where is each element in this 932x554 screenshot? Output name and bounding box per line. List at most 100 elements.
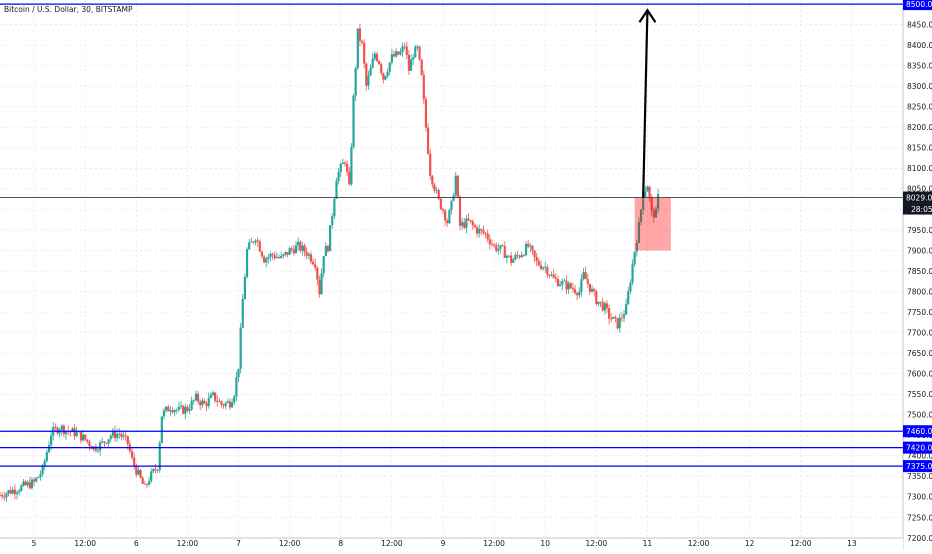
price-tick-label: 7750.00 [907, 308, 932, 317]
candle-body [77, 431, 80, 433]
candle-body [601, 301, 604, 311]
candle-body [465, 218, 468, 228]
candle-body [167, 406, 170, 412]
candle-body [54, 427, 57, 428]
candle-body [424, 99, 428, 128]
candle-body [437, 190, 440, 199]
candle-body [418, 46, 421, 60]
candle-body [473, 225, 477, 228]
candle-body [503, 245, 506, 258]
candle-body [45, 452, 48, 462]
candle-body [133, 457, 136, 466]
candle-body [292, 249, 296, 254]
candle-body [539, 265, 543, 269]
candle-body [39, 474, 42, 477]
candle-body [62, 425, 65, 435]
candle-body [433, 184, 436, 191]
candle-body [24, 481, 27, 486]
candle-body [467, 218, 470, 221]
candle-body [593, 288, 596, 292]
price-axis[interactable]: 7200.007250.007300.007350.007400.007450.… [902, 0, 932, 550]
level-price-tag [903, 460, 932, 473]
level-price-label: 7460.00 [906, 427, 932, 436]
candle-body [105, 442, 108, 444]
candle-body [324, 245, 327, 257]
candle-body [405, 46, 408, 56]
candle-body [435, 190, 438, 191]
price-tick-label: 8300.00 [907, 82, 932, 91]
candle-body [516, 255, 519, 256]
candle-body [124, 435, 127, 437]
candle-body [50, 435, 53, 446]
candle-body [282, 254, 285, 256]
candle-body [463, 222, 466, 228]
candle-body [599, 301, 602, 303]
price-tick-label: 8200.00 [907, 123, 932, 132]
candle-body [480, 228, 483, 231]
price-tick-label: 7600.00 [907, 370, 932, 379]
candle-body [631, 264, 634, 283]
candle-body [13, 489, 17, 494]
candle-body [576, 293, 579, 296]
candle-body [7, 490, 10, 494]
candle-body [518, 255, 521, 258]
candle-body [218, 401, 221, 403]
candle-body [377, 60, 381, 65]
time-tick-label: 12:00 [688, 539, 710, 548]
candle-body [629, 282, 632, 292]
price-tick-label: 8450.00 [907, 20, 932, 29]
candle-body [186, 406, 189, 411]
price-tick-label: 7700.00 [907, 328, 932, 337]
price-tick-label: 7800.00 [907, 287, 932, 296]
candle-body [137, 470, 140, 475]
time-tick-label: 13 [847, 539, 857, 548]
candle-body [307, 254, 310, 256]
candle-body [88, 441, 91, 447]
candle-body [265, 258, 268, 263]
time-tick-label: 12 [745, 539, 755, 548]
candle-body [373, 53, 376, 59]
candle-body [18, 491, 21, 493]
candle-body [37, 476, 40, 478]
candle-body [169, 410, 172, 412]
price-tick-label: 7850.00 [907, 267, 932, 276]
candle-body [192, 400, 195, 401]
time-tick-label: 8 [338, 539, 343, 548]
candle-body [578, 291, 581, 296]
time-tick-label: 10 [540, 539, 550, 548]
candle-body [26, 482, 29, 486]
candle-body [343, 162, 347, 164]
price-tick-label: 8100.00 [907, 164, 932, 173]
candle-body [135, 465, 138, 475]
candle-body [184, 406, 187, 414]
candle-body [556, 279, 560, 286]
candle-body [139, 470, 142, 478]
time-axis[interactable]: 5 12:00 6 12:00 7 12:00 8 12:00 9 12:00 10 12:00 11 1… [0, 537, 903, 550]
candle-body [356, 28, 359, 69]
time-tick-label: 12:00 [74, 539, 96, 548]
candle-body [235, 377, 238, 397]
candle-body [380, 64, 383, 74]
candle-body [616, 318, 619, 329]
candle-body [590, 288, 594, 292]
candle-body [439, 198, 442, 210]
candle-body [452, 195, 455, 201]
candle-body [271, 253, 274, 255]
candle-body [201, 400, 204, 406]
candle-body [384, 76, 387, 80]
candle-body [329, 225, 332, 252]
candle-body [60, 425, 63, 430]
candle-body [301, 245, 304, 251]
candle-body [475, 227, 479, 234]
price-tick-label: 7400.00 [907, 452, 932, 461]
current-price-tag [903, 191, 932, 204]
candle-body [194, 393, 198, 401]
time-tick-label: 7 [236, 539, 241, 548]
candle-body [607, 308, 611, 319]
candle-body [162, 410, 166, 417]
candle-body [339, 163, 342, 172]
candle-body [103, 441, 106, 443]
candle-body [360, 40, 364, 43]
